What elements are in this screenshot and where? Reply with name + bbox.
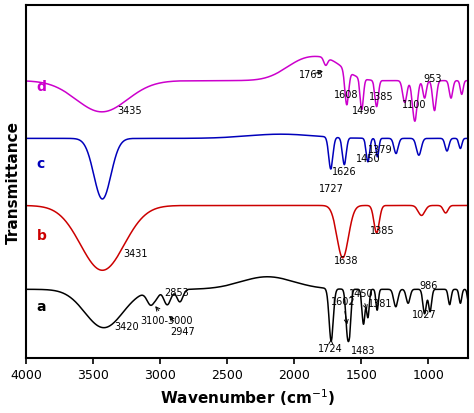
Text: 1727: 1727 xyxy=(319,184,344,194)
Text: 3420: 3420 xyxy=(114,321,139,331)
Text: 3431: 3431 xyxy=(124,248,148,259)
Text: d: d xyxy=(37,79,47,93)
Text: 2947: 2947 xyxy=(170,317,195,336)
Text: 1100: 1100 xyxy=(402,100,427,110)
Text: 1765: 1765 xyxy=(299,70,324,80)
Text: 1608: 1608 xyxy=(334,89,359,100)
Text: 1638: 1638 xyxy=(334,255,359,265)
Text: a: a xyxy=(37,299,46,313)
Text: 986: 986 xyxy=(419,281,438,291)
X-axis label: Wavenumber (cm$^{-1}$): Wavenumber (cm$^{-1}$) xyxy=(160,387,335,408)
Text: c: c xyxy=(37,157,45,171)
Text: 1385: 1385 xyxy=(369,91,393,101)
Text: 2853: 2853 xyxy=(164,287,189,297)
Text: 953: 953 xyxy=(423,74,441,84)
Text: 1381: 1381 xyxy=(368,298,393,308)
Text: 1496: 1496 xyxy=(352,106,376,116)
Text: 3100-3000: 3100-3000 xyxy=(141,307,193,325)
Text: 1626: 1626 xyxy=(331,167,356,177)
Text: 1379: 1379 xyxy=(368,145,393,155)
Text: 1724: 1724 xyxy=(318,340,343,354)
Text: 1450: 1450 xyxy=(356,154,380,164)
Text: 1027: 1027 xyxy=(412,309,437,319)
Text: 1385: 1385 xyxy=(370,225,395,235)
Text: 3435: 3435 xyxy=(117,106,142,116)
Text: 1450: 1450 xyxy=(349,289,374,309)
Text: b: b xyxy=(37,228,47,242)
Text: 1483: 1483 xyxy=(351,345,376,355)
Text: 1602: 1602 xyxy=(331,296,356,324)
Y-axis label: Transmittance: Transmittance xyxy=(6,120,20,243)
